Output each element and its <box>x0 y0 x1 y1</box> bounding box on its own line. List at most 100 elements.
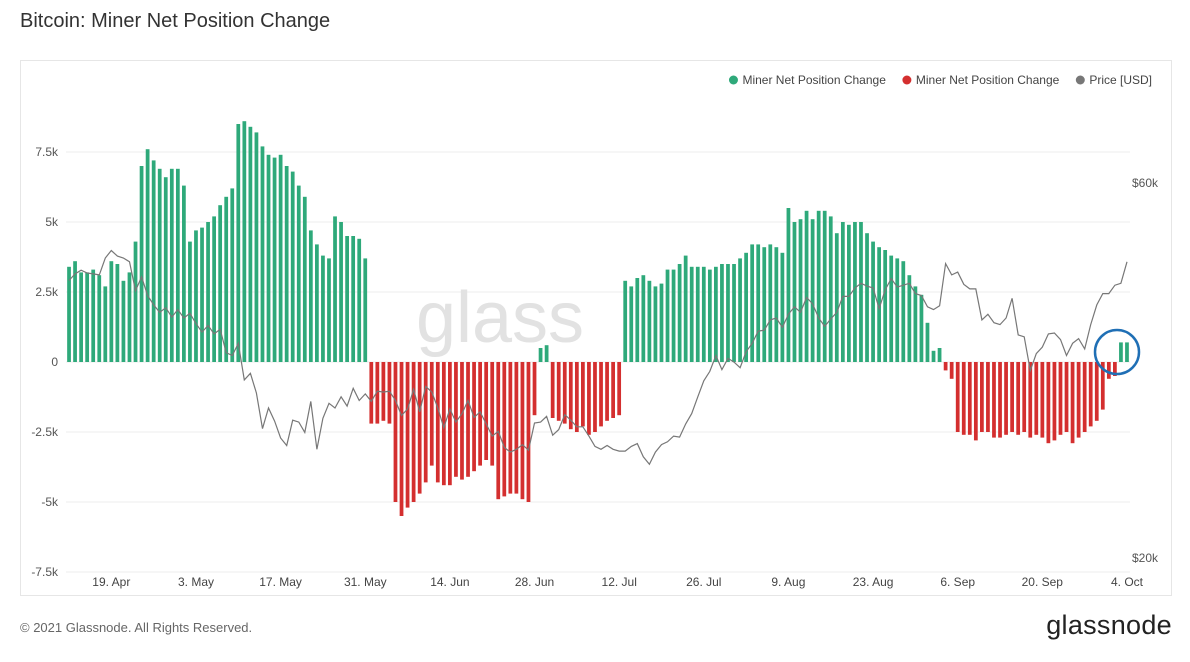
x-tick-label: 14. Jun <box>430 575 469 589</box>
highlight-circle <box>1093 328 1141 376</box>
legend-marker <box>1075 75 1085 85</box>
bar <box>750 244 755 362</box>
bar <box>1094 362 1099 421</box>
bar <box>73 261 77 362</box>
bar <box>302 196 307 362</box>
bar <box>599 362 603 427</box>
bar <box>484 362 489 460</box>
bar <box>895 258 900 362</box>
bar <box>1058 362 1063 435</box>
chart-panel <box>20 60 1172 596</box>
bar <box>1070 362 1075 444</box>
x-axis: 19. Apr 3. May 17. May 31. May 14. Jun 28. Ju… <box>92 575 1143 589</box>
bar <box>339 222 343 362</box>
bar <box>242 121 247 362</box>
bar <box>1022 362 1027 432</box>
bar <box>290 171 295 362</box>
legend-marker <box>902 75 912 85</box>
bar <box>109 261 114 362</box>
bar <box>345 236 349 362</box>
bar <box>321 255 325 362</box>
bar <box>1082 362 1087 432</box>
legend-label: Miner Net Position Change <box>916 73 1060 87</box>
bar <box>514 362 519 494</box>
bar <box>762 247 767 362</box>
bar <box>375 362 380 424</box>
bar <box>387 362 392 424</box>
bar <box>568 362 573 430</box>
bar <box>526 362 531 502</box>
bar <box>955 362 960 432</box>
bar <box>1100 362 1105 410</box>
bar <box>605 362 609 421</box>
y-axis-left: 7.5k 5k 2.5k 0 -2.5k -5k -7.5k <box>31 145 59 579</box>
bar <box>877 247 881 362</box>
y-tick-label: 2.5k <box>35 285 59 299</box>
bar <box>139 166 144 362</box>
bar <box>91 269 96 362</box>
copyright-text: © 2021 Glassnode. All Rights Reserved. <box>20 620 253 635</box>
bar <box>804 210 809 362</box>
legend-label: Miner Net Position Change <box>742 73 886 87</box>
x-tick-label: 19. Apr <box>92 575 130 589</box>
y-tick-label: -2.5k <box>31 425 59 439</box>
bar <box>448 362 452 486</box>
bar <box>834 233 839 362</box>
x-tick-label: 3. May <box>178 575 214 589</box>
bar <box>1088 362 1093 427</box>
bar <box>460 362 464 480</box>
bar <box>127 272 132 362</box>
bar <box>768 244 773 362</box>
bar <box>1016 362 1021 435</box>
x-tick-label: 28. Jun <box>515 575 554 589</box>
bar <box>85 272 90 362</box>
bar <box>677 264 682 362</box>
bar <box>508 362 513 494</box>
bar <box>538 348 543 362</box>
bar <box>574 362 579 432</box>
y-axis-right: $60k $20k <box>1132 176 1159 565</box>
y-right-tick-label: $60k <box>1132 176 1159 190</box>
bar <box>200 227 204 362</box>
bar <box>194 230 198 362</box>
x-tick-label: 17. May <box>259 575 302 589</box>
brand-logo: glassnode <box>1046 610 1172 640</box>
bar <box>695 266 700 362</box>
bar <box>327 258 331 362</box>
legend: Price [USD] Miner Net Position Change Mine… <box>728 73 1152 87</box>
bar <box>901 261 906 362</box>
x-tick-label: 4. Oct <box>1111 575 1144 589</box>
bar <box>175 168 180 362</box>
bar <box>828 216 833 362</box>
x-tick-label: 20. Sep <box>1022 575 1064 589</box>
y-tick-label: 5k <box>45 215 59 229</box>
bar <box>641 275 646 362</box>
bar <box>133 241 138 362</box>
bar <box>357 238 362 362</box>
y-tick-label: -7.5k <box>31 565 59 579</box>
bar <box>544 345 549 362</box>
bar <box>212 216 216 362</box>
bar <box>665 269 670 362</box>
bar <box>115 264 120 362</box>
bar <box>810 219 815 362</box>
bar <box>756 244 761 362</box>
bar <box>949 362 954 379</box>
x-tick-label: 6. Sep <box>940 575 975 589</box>
price-series <box>68 249 1128 466</box>
bar <box>786 208 791 362</box>
bar <box>532 362 537 416</box>
bar <box>405 362 410 508</box>
bar <box>550 362 555 418</box>
bar <box>520 362 525 500</box>
legend-marker <box>728 75 738 85</box>
bar <box>840 222 845 362</box>
bar <box>943 362 948 371</box>
bar <box>429 362 434 466</box>
bar <box>502 362 507 497</box>
bar <box>121 280 126 362</box>
bar <box>1064 362 1069 432</box>
bar <box>792 222 797 362</box>
bar <box>351 236 356 362</box>
